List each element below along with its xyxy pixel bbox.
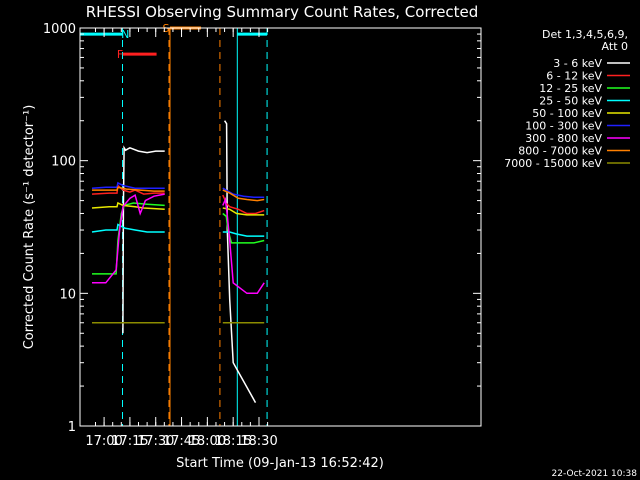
- x-tick-label-0: 17:00: [85, 434, 122, 449]
- y-tick-label-3: 1000: [43, 22, 76, 37]
- legend-label-0: 3 - 6 keV: [553, 57, 602, 70]
- y-tick-label-2: 100: [51, 155, 76, 170]
- x-tick-label-3: 17:45: [163, 434, 200, 449]
- x-tick-label-1: 17:15: [111, 434, 148, 449]
- series-1-segment-0: [91, 183, 165, 195]
- x-axis-label: Start Time (09-Jan-13 16:52:42): [176, 456, 384, 471]
- legend-header-1: Att 0: [602, 40, 628, 53]
- y-tick-label-0: 1: [68, 420, 76, 435]
- series-6-segment-0: [92, 193, 165, 284]
- x-tick-label-4: 18:00: [189, 434, 226, 449]
- series-3-segment-0: [91, 223, 165, 233]
- series-2-segment-1: [222, 212, 265, 244]
- annotation-label-0: N: [121, 28, 129, 41]
- footer-date: 22-Oct-2021 10:38: [552, 469, 638, 479]
- y-axis: 1 10 100 1000: [43, 22, 481, 435]
- series-6-segment-1: [222, 196, 265, 295]
- legend-label-2: 12 - 25 keV: [539, 82, 602, 95]
- legend-label-6: 300 - 800 keV: [525, 132, 602, 145]
- legend-label-3: 25 - 50 keV: [539, 95, 602, 108]
- series-7-segment-0: [92, 186, 165, 192]
- y-axis-label: Corrected Count Rate (s⁻¹ detector⁻¹): [22, 105, 37, 350]
- plot-frame: [79, 27, 482, 427]
- series-5-segment-0: [91, 181, 165, 189]
- legend-label-1: 6 - 12 keV: [546, 70, 602, 83]
- legend-label-4: 50 - 100 keV: [532, 107, 602, 120]
- series-0-segment-0: [122, 145, 165, 334]
- legend-label-5: 100 - 300 keV: [525, 120, 602, 133]
- x-tick-label-5: 18:15: [214, 434, 251, 449]
- x-tick-label-6: 18:30: [240, 434, 277, 449]
- legend-label-7: 800 - 7000 keV: [518, 145, 602, 158]
- series-5-segment-1: [222, 187, 265, 198]
- legend-label-8: 7000 - 15000 keV: [504, 157, 602, 170]
- annotation-label-1: F: [117, 48, 123, 61]
- series-7-segment-1: [222, 189, 265, 202]
- legend-header-0: Det 1,3,4,5,6,9,: [542, 28, 628, 41]
- series-4-segment-1: [222, 207, 265, 216]
- chart-title: RHESSI Observing Summary Count Rates, Co…: [86, 3, 479, 21]
- plot-area: NFS: [79, 22, 268, 426]
- series-0-segment-1: [223, 120, 257, 403]
- y-tick-label-1: 10: [59, 287, 76, 302]
- x-tick-label-2: 17:30: [137, 434, 174, 449]
